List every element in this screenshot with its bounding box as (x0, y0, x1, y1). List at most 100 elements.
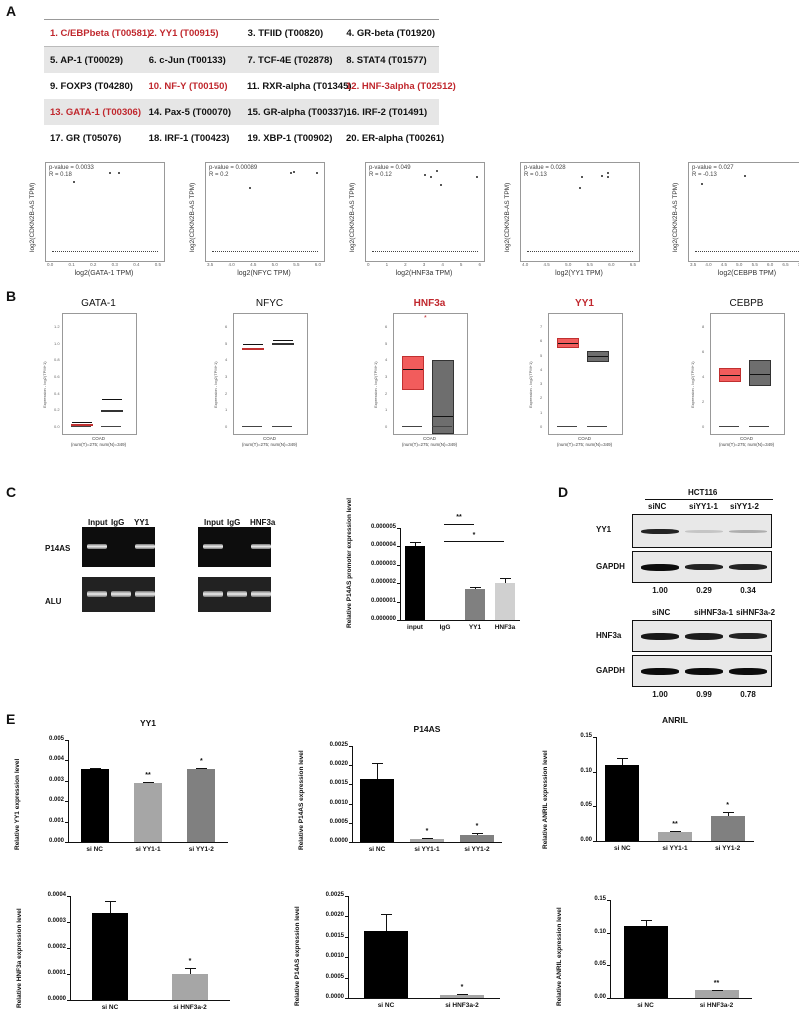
stat-annotation: p-value = 0.027 R = -0.13 (692, 165, 734, 179)
table-cell: 1. C/EBPbeta (T00581) (50, 27, 151, 39)
x-ticks: 3.5 4.0 4.5 5.0 5.5 6.0 6.5 7.0 (690, 262, 799, 267)
data-point (581, 176, 583, 178)
lane-label: IgG (227, 518, 241, 527)
sample-count: (num(T)=275; num(N)=349) (556, 442, 613, 447)
tick-mark (345, 977, 348, 979)
y-tick: 0.005 (48, 736, 64, 742)
y-tick: 1 (225, 407, 228, 413)
quantification: 0.34 (740, 586, 756, 595)
y-tick: 0.000005 (370, 524, 396, 530)
y-axis-label: Relative P14AS expression level (294, 906, 301, 1006)
x-axis-label: COAD (num(T)=275; num(N)=349) (705, 436, 788, 448)
data-point (290, 172, 292, 174)
x-axis-label: log2(HNF3a TPM) (395, 270, 453, 277)
bar (658, 831, 692, 841)
error-cap (670, 831, 681, 833)
error-cap (196, 767, 208, 769)
y-tick: 0.000003 (370, 560, 396, 567)
table-cell: 10. NF-Y (T00150) (148, 80, 228, 92)
y-tick: 6 (385, 324, 388, 329)
tick-label: 0.1 (68, 262, 75, 267)
zero-line (402, 426, 422, 427)
significance-mark: ** (145, 772, 151, 780)
gel-band (227, 591, 247, 597)
tick-mark (65, 760, 68, 762)
y-tick: 8 (702, 324, 705, 329)
chart-title: YY1 (139, 718, 157, 728)
sample-count: (num(T)=275; num(N)=349) (70, 442, 127, 447)
x-ticks: 0.0 0.1 0.2 0.3 0.4 0.5 (47, 262, 161, 267)
y-axis-label: Relative YY1 expression level (14, 758, 21, 850)
y-tick: 0 (225, 424, 228, 429)
tick-mark (593, 771, 596, 773)
y-axis (400, 528, 401, 620)
data-point (701, 183, 703, 185)
y-axis (348, 896, 349, 998)
tick-label: 5.5 (293, 262, 300, 267)
scatter-plot: p-value = 0.028 R = 0.13 log2(CDKN2B-AS TP… (504, 162, 640, 277)
data-point (316, 172, 318, 174)
tick-label: 4 (441, 262, 444, 267)
y-tick: 0 (540, 424, 543, 429)
x-tick: YY1 (468, 624, 482, 631)
gel-band (251, 544, 271, 549)
y-tick: 3 (385, 374, 388, 379)
r-value: R = 0.12 (369, 172, 392, 178)
cohort-label: COAD (91, 436, 105, 441)
zero-line (272, 426, 292, 427)
tick-mark (607, 998, 610, 999)
plot-area: p-value = 0.0033 R = 0.18 (45, 162, 165, 262)
y-tick: 1.0 (54, 340, 60, 346)
tick-label: 6.5 (782, 262, 789, 267)
y-axis (610, 900, 611, 998)
y-tick: 2 (225, 390, 228, 396)
y-axis-label: log2(CDKN2B-AS TPM) (672, 182, 679, 252)
tick-label: 3 (422, 262, 426, 267)
y-tick: 6 (225, 324, 228, 329)
plot-area: p-value = 0.00089 R = 0.2 (205, 162, 325, 262)
tick-mark (345, 916, 348, 918)
normal-box (432, 359, 454, 434)
tick-mark (349, 842, 352, 843)
y-tick: 0.0000 (47, 996, 66, 1002)
y-axis-label: Relative P14AS promoter expression level (346, 497, 353, 628)
gel-band (87, 591, 107, 597)
sample-count: (num(T)=275; num(N)=349) (241, 442, 298, 447)
y-tick: 1.2 (54, 324, 60, 329)
gel-p14as (198, 527, 271, 567)
error-bar (190, 967, 191, 974)
tick-mark (397, 583, 400, 585)
x-tick: si HNF3a-2 (445, 1002, 479, 1009)
x-tick: si HNF3a-2 (699, 1002, 734, 1009)
zero-line (101, 426, 121, 427)
stat-annotation: p-value = 0.028 R = 0.13 (524, 165, 566, 179)
boxplot-title: NFYC (255, 298, 284, 309)
x-tick: IgG (439, 624, 451, 631)
p-value: p-value = 0.028 (524, 165, 566, 171)
error-cap (422, 838, 433, 840)
r-value: R = 0.18 (49, 172, 72, 178)
table-row: 13. GATA-1 (T00306) 14. Pax-5 (T00070) 15.… (44, 99, 439, 125)
x-tick: si NC (368, 846, 386, 853)
protein-band (641, 563, 679, 571)
y-tick: 0.0 (54, 424, 60, 429)
y-tick: 0.0015 (329, 780, 348, 787)
table-row: 1. C/EBPbeta (T00581) 2. YY1 (T00915) 3. T… (44, 20, 439, 47)
lane-label: Input (204, 518, 224, 527)
y-tick: 0.05 (580, 802, 592, 809)
y-tick: 5 (225, 340, 228, 346)
table-cell: 3. TFIID (T00820) (247, 27, 324, 39)
blot-gapdh-bottom (632, 655, 772, 687)
y-tick: 2 (540, 395, 543, 401)
sig-bracket (444, 541, 504, 542)
cohort-label: COAD (577, 436, 591, 441)
tumor-box (719, 368, 741, 382)
stat-annotation: p-value = 0.00089 R = 0.2 (209, 165, 257, 179)
y-tick: 2 (702, 399, 705, 404)
tumor-box (557, 338, 579, 349)
normal-box (272, 340, 294, 345)
y-tick: 0.000002 (370, 579, 396, 586)
tick-label: 4.5 (720, 262, 728, 267)
data-point (476, 176, 478, 178)
table-cell: 12. HNF-3alpha (T02512) (346, 80, 456, 92)
